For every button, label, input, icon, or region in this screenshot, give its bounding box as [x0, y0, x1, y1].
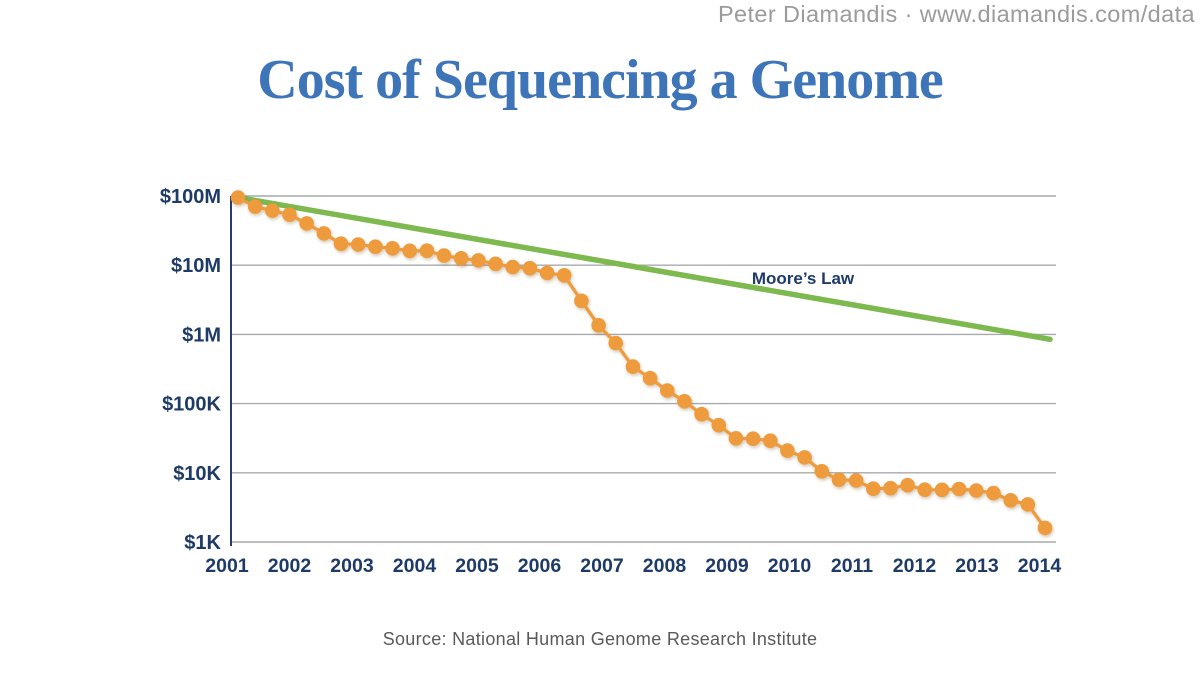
- x-axis-tick-label: 2007: [580, 555, 623, 577]
- data-point: [1020, 497, 1036, 512]
- data-point: [591, 318, 606, 333]
- data-point: [368, 239, 383, 254]
- data-point: [316, 226, 332, 241]
- x-axis-tick-label: 2014: [1018, 555, 1062, 577]
- page-title: Cost of Sequencing a Genome: [257, 49, 943, 111]
- data-point: [934, 482, 950, 498]
- x-axis-tick-label: 2013: [955, 555, 999, 577]
- data-point: [453, 250, 469, 266]
- data-point: [951, 481, 967, 497]
- x-axis-tick-label: 2011: [831, 555, 873, 577]
- data-point: [230, 190, 246, 205]
- data-point: [333, 236, 349, 251]
- data-point: [745, 431, 761, 447]
- x-axis-tick-label: 2008: [643, 555, 687, 577]
- data-point: [677, 394, 692, 409]
- x-axis-tick-label: 2005: [455, 555, 499, 577]
- data-point: [299, 216, 315, 231]
- credit-line: Peter Diamandis · www.diamandis.com/data: [717, 1, 1195, 27]
- data-point: [505, 259, 520, 275]
- x-axis-tick-label: 2001: [205, 555, 249, 577]
- data-point: [1003, 493, 1018, 508]
- data-point: [488, 256, 503, 272]
- data-point: [780, 443, 795, 458]
- x-axis-tick-label: 2006: [518, 555, 562, 577]
- data-point: [247, 199, 263, 214]
- x-axis-tick-label: 2009: [705, 555, 749, 577]
- data-point: [917, 482, 933, 498]
- data-point: [986, 485, 1001, 501]
- x-axis-tick-label: 2002: [268, 555, 312, 577]
- cost-series: [230, 190, 1053, 536]
- data-point: [556, 268, 572, 283]
- data-point: [608, 335, 623, 351]
- data-point: [883, 480, 898, 496]
- data-point: [660, 383, 675, 398]
- data-point: [848, 473, 864, 488]
- data-point: [728, 431, 744, 446]
- data-point: [797, 450, 812, 465]
- data-point: [969, 483, 984, 498]
- data-point: [694, 406, 709, 422]
- data-point: [1037, 520, 1053, 536]
- data-point: [539, 265, 555, 281]
- x-axis-tick-label: 2003: [330, 555, 374, 577]
- data-point: [711, 417, 727, 433]
- y-axis-tick-label: $1K: [184, 532, 221, 554]
- data-point: [419, 243, 435, 258]
- y-axis-tick-label: $100M: [160, 186, 221, 208]
- y-axis-tick-label: $10M: [171, 255, 221, 277]
- x-axis-tick-label: 2004: [393, 555, 437, 577]
- data-point: [831, 472, 847, 488]
- moores-law-line: [235, 194, 1053, 343]
- data-point: [282, 207, 297, 222]
- data-point: [436, 248, 452, 263]
- data-point: [574, 293, 589, 309]
- data-point: [402, 243, 418, 259]
- data-point: [814, 464, 830, 479]
- data-point: [471, 253, 486, 268]
- data-point: [522, 260, 538, 276]
- data-point: [642, 370, 658, 386]
- x-axis-tick-label: 2010: [768, 555, 812, 577]
- y-axis-tick-label: $10K: [173, 463, 221, 485]
- y-axis-tick-label: $100K: [162, 394, 221, 416]
- data-point: [763, 433, 778, 449]
- data-point: [900, 477, 915, 493]
- data-point: [625, 359, 641, 374]
- x-axis-tick-label: 2012: [893, 555, 937, 577]
- source-note: Source: National Human Genome Research I…: [382, 629, 818, 649]
- data-point: [350, 237, 366, 252]
- data-point: [385, 241, 400, 256]
- y-axis-tick-label: $1M: [182, 324, 221, 346]
- data-point: [265, 203, 280, 218]
- moores-law-label: Moore’s Law: [752, 269, 855, 288]
- data-point: [866, 481, 881, 497]
